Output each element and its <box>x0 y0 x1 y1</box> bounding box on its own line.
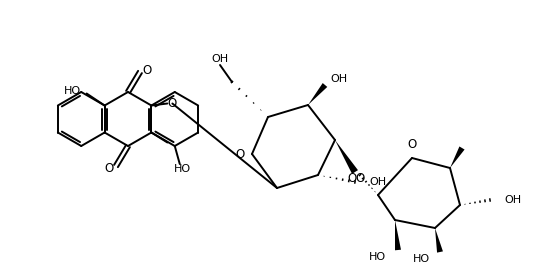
Polygon shape <box>435 228 443 253</box>
Text: O: O <box>236 147 245 161</box>
Text: OH: OH <box>212 54 229 64</box>
Text: HO: HO <box>174 164 191 174</box>
Polygon shape <box>308 83 327 105</box>
Text: O: O <box>355 172 364 186</box>
Polygon shape <box>335 140 358 174</box>
Text: O: O <box>168 97 177 110</box>
Text: O: O <box>104 161 114 175</box>
Text: HO: HO <box>64 87 81 97</box>
Text: OH: OH <box>504 195 521 205</box>
Text: OH: OH <box>330 74 347 84</box>
Text: O: O <box>348 172 357 186</box>
Polygon shape <box>395 220 401 250</box>
Polygon shape <box>450 146 465 168</box>
Text: HO: HO <box>413 254 430 264</box>
Text: O: O <box>407 138 417 151</box>
Text: HO: HO <box>369 252 386 262</box>
Text: OH: OH <box>369 177 386 187</box>
Text: O: O <box>142 63 151 76</box>
